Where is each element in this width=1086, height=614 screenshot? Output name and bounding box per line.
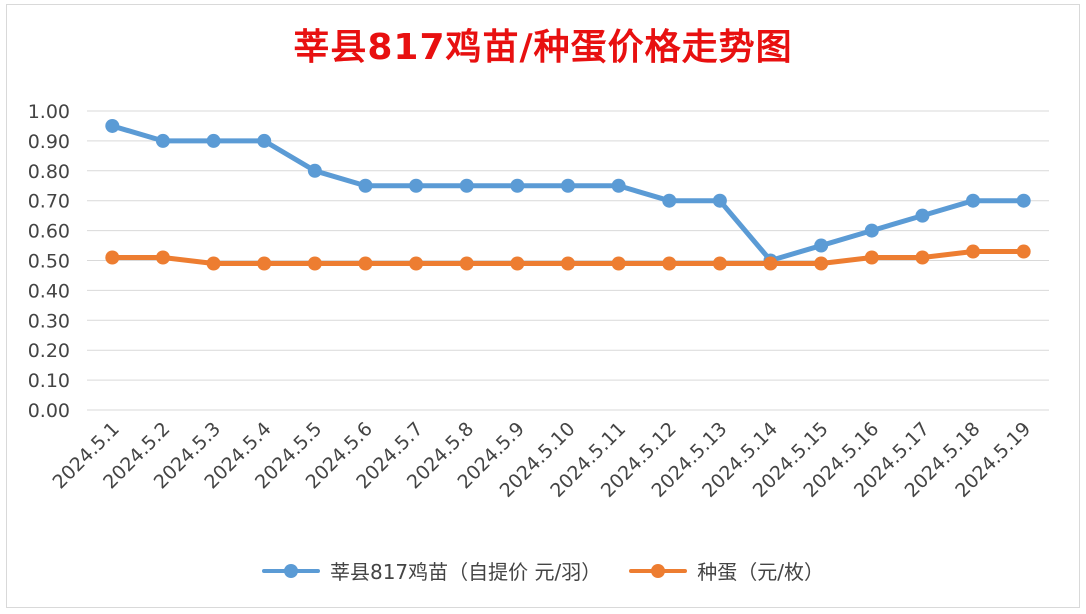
y-tick-label: 0.20	[28, 340, 70, 362]
data-point	[510, 256, 525, 271]
data-point	[105, 250, 120, 265]
data-point	[206, 256, 221, 271]
chart-title: 莘县817鸡苗/种蛋价格走势图	[293, 27, 793, 68]
legend-item-chick: 莘县817鸡苗（自提价 元/羽）	[261, 556, 602, 585]
legend-label-chick: 莘县817鸡苗（自提价 元/羽）	[329, 560, 602, 584]
data-point	[712, 256, 727, 271]
line-chart: 0.00 0.10 0.20 0.30 0.40 0.50 0.60 0.70 0.80 0.90…	[28, 101, 1049, 502]
data-point	[763, 256, 778, 271]
data-point	[105, 118, 120, 133]
legend-swatch-chick	[261, 560, 320, 582]
y-tick-label: 0.00	[28, 400, 70, 422]
data-point	[662, 193, 677, 208]
chart-frame	[6, 4, 1080, 608]
data-point	[307, 163, 322, 178]
data-point	[864, 223, 879, 238]
data-point	[561, 256, 575, 271]
y-tick-label: 0.10	[28, 370, 70, 392]
data-point	[561, 178, 575, 193]
y-tick-label: 0.50	[28, 251, 70, 273]
data-point	[257, 133, 272, 148]
data-point	[459, 178, 474, 193]
legend-swatch-egg	[629, 560, 688, 582]
data-point	[358, 178, 373, 193]
data-point	[510, 178, 525, 193]
series-line-0	[109, 123, 1027, 263]
data-point	[1016, 244, 1031, 259]
y-tick-label: 0.60	[28, 221, 70, 243]
data-point	[814, 256, 829, 271]
data-point	[307, 256, 322, 271]
data-point	[1016, 193, 1031, 208]
data-point	[864, 250, 879, 265]
data-point	[662, 256, 677, 271]
data-point	[915, 208, 930, 223]
data-point	[257, 256, 272, 271]
data-point	[409, 178, 424, 193]
data-point	[459, 256, 474, 271]
y-tick-label: 0.80	[28, 161, 70, 183]
data-point	[155, 133, 170, 148]
y-tick-label: 0.30	[28, 310, 70, 332]
data-point	[611, 256, 626, 271]
y-tick-label: 0.90	[28, 131, 70, 153]
data-point	[814, 238, 829, 253]
data-point	[966, 244, 981, 259]
data-point	[358, 256, 373, 271]
y-tick-label: 0.70	[28, 191, 70, 213]
data-point	[409, 256, 424, 271]
y-tick-label: 1.00	[28, 101, 70, 123]
data-point	[966, 193, 981, 208]
data-point	[611, 178, 626, 193]
data-point	[915, 250, 930, 265]
data-point	[206, 133, 221, 148]
data-point	[155, 250, 170, 265]
chart-legend: 莘县817鸡苗（自提价 元/羽） 种蛋（元/枚）	[0, 556, 1086, 585]
y-tick-label: 0.40	[28, 280, 70, 302]
legend-label-egg: 种蛋（元/枚）	[697, 560, 825, 584]
data-point	[712, 193, 727, 208]
legend-item-egg: 种蛋（元/枚）	[629, 556, 824, 585]
